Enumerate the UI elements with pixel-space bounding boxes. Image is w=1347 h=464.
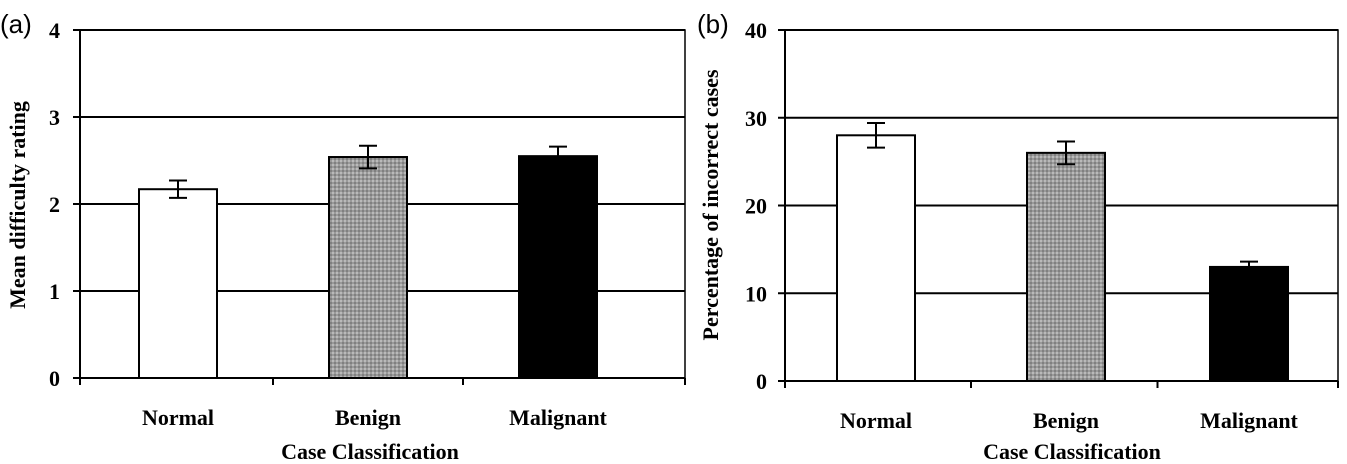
- error-bar-a-benign: [359, 144, 377, 170]
- y-tick-label-b: 30: [745, 106, 767, 131]
- x-axis-title-b: Case Classification: [983, 439, 1161, 464]
- y-tick-label-b: 0: [756, 369, 767, 394]
- chart-b: (b) 0 10 20 30 40 Normal Benign Malignant Perc…: [697, 9, 1339, 464]
- error-bar-b-benign: [1057, 140, 1075, 166]
- bar-b-malignant: [1209, 265, 1289, 382]
- y-tick-label-b: 10: [745, 281, 767, 306]
- x-axis-title-a: Case Classification: [281, 439, 459, 464]
- bar-a-malignant: [518, 155, 598, 379]
- bars-a: [138, 144, 598, 379]
- category-label-b: Benign: [1033, 408, 1099, 433]
- category-label-a: Benign: [335, 405, 401, 430]
- y-tick-label-b: 40: [745, 18, 767, 43]
- bar-b-benign: [1026, 151, 1106, 382]
- category-labels-b: Normal Benign Malignant: [840, 408, 1299, 433]
- bar-b-normal: [836, 134, 916, 382]
- bar-a-benign: [328, 156, 408, 379]
- y-tick-label-a: 2: [49, 192, 60, 217]
- y-axis-title-a: Mean difficulty rating: [5, 101, 30, 309]
- panel-label-b: (b): [697, 9, 729, 39]
- error-bar-a-normal: [169, 179, 187, 199]
- chart-a: (a) 0 1 2 3 4 Normal Benign Malignant Mean dif…: [0, 9, 686, 464]
- y-tick-label-a: 0: [49, 366, 60, 391]
- category-label-b: Normal: [840, 408, 912, 433]
- bars-b: [836, 122, 1289, 382]
- y-tick-label-a: 4: [49, 18, 60, 43]
- error-bar-a-malignant: [549, 145, 567, 167]
- category-label-a: Normal: [142, 405, 214, 430]
- y-ticks-a: 0 1 2 3 4: [49, 18, 686, 391]
- category-labels-a: Normal Benign Malignant: [142, 405, 608, 430]
- category-label-b: Malignant: [1200, 408, 1298, 433]
- category-label-a: Malignant: [509, 405, 607, 430]
- error-bar-b-malignant: [1240, 260, 1258, 274]
- y-tick-label-a: 3: [49, 105, 60, 130]
- bar-a-normal: [138, 188, 218, 379]
- y-axis-title-b: Percentage of incorrect cases: [698, 69, 723, 340]
- y-ticks-b: 0 10 20 30 40: [745, 18, 1339, 394]
- y-tick-label-b: 20: [745, 194, 767, 219]
- panel-label-a: (a): [0, 9, 32, 39]
- y-tick-label-a: 1: [49, 279, 60, 304]
- error-bar-b-normal: [867, 122, 885, 149]
